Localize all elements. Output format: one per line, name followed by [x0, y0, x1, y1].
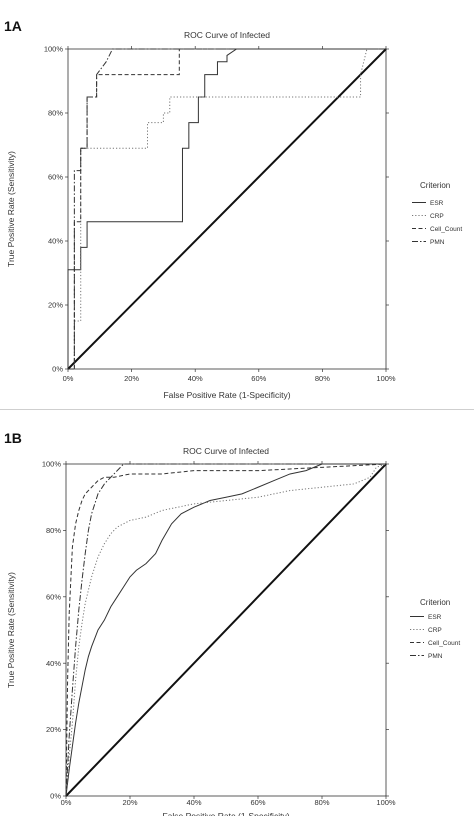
reference-diagonal-line: [65, 463, 387, 797]
legend-label: Cell_Count: [428, 640, 460, 647]
series-line-pmn: [68, 48, 386, 370]
panel-divider: [0, 409, 474, 410]
x-tick-label: 60%: [251, 374, 266, 383]
series-line-crp: [68, 48, 386, 370]
y-tick-label: 20%: [46, 725, 61, 734]
y-tick-label: 60%: [48, 173, 63, 182]
series-line-cell-count: [65, 463, 387, 797]
x-tick-label: 100%: [376, 374, 396, 383]
legend-title: Criterion: [420, 598, 450, 607]
y-tick-label: 40%: [48, 237, 63, 246]
roc-chart: ROC Curve of Infected 0% 20% 40% 60% 80% 100% 0…: [6, 446, 460, 821]
chart-title: ROC Curve of Infected: [184, 30, 270, 40]
legend-title: Criterion: [420, 181, 450, 190]
legend-label: CRP: [430, 213, 444, 220]
legend: Criterion ESR CRP Cell_Count PMN: [412, 181, 462, 246]
series-line-cell-count: [68, 48, 386, 370]
x-tick-label: 20%: [122, 798, 137, 807]
x-axis-label: False Positive Rate (1-Specificity): [163, 390, 290, 400]
x-tick-label: 40%: [186, 798, 201, 807]
x-tick-label: 0%: [63, 374, 74, 383]
x-tick-label: 100%: [376, 798, 396, 807]
legend-label: PMN: [428, 653, 443, 660]
x-tick-label: 0%: [61, 798, 72, 807]
y-tick-label: 80%: [48, 109, 63, 118]
legend-label: ESR: [428, 614, 442, 621]
legend: Criterion ESR CRP Cell_Count PMN: [410, 598, 460, 660]
legend-label: ESR: [430, 200, 444, 207]
y-axis-label: True Positive Rate (Sensitivity): [6, 572, 16, 688]
y-tick-label: 40%: [46, 659, 61, 668]
roc-chart: ROC Curve of Infected 0% 20% 40% 60% 80% 100% 0…: [6, 30, 462, 400]
plot-area-frame: [67, 48, 387, 370]
y-tick-label: 80%: [46, 526, 61, 535]
y-tick-label: 0%: [50, 792, 61, 801]
series-line-pmn: [65, 463, 386, 797]
x-tick-label: 20%: [124, 374, 139, 383]
y-tick-label: 0%: [52, 365, 63, 374]
y-tick-label: 20%: [48, 301, 63, 310]
x-tick-label: 80%: [315, 374, 330, 383]
panel-label: 1B: [4, 430, 22, 446]
y-axis-label: True Positive Rate (Sensitivity): [6, 151, 16, 267]
roc-panel-1b: 1B ROC Curve of Infected 0% 20% 40% 60% 80% 10…: [0, 412, 474, 821]
x-tick-label: 80%: [314, 798, 329, 807]
panel-label: 1A: [4, 18, 22, 34]
series-line-esr: [65, 463, 386, 797]
legend-label: PMN: [430, 239, 445, 246]
y-tick-label: 100%: [44, 45, 64, 54]
roc-panel-1a: 1A ROC Curve of Infected 0% 20% 40% 60% 80% 10…: [0, 0, 474, 408]
x-tick-label: 40%: [188, 374, 203, 383]
y-tick-label: 60%: [46, 592, 61, 601]
chart-title: ROC Curve of Infected: [183, 446, 269, 456]
series-line-esr: [67, 48, 386, 369]
x-axis-label: False Positive Rate (1-Specificity): [162, 811, 289, 816]
series-line-crp: [65, 463, 387, 797]
x-tick-label: 60%: [250, 798, 265, 807]
legend-label: Cell_Count: [430, 226, 462, 233]
y-tick-label: 100%: [42, 460, 62, 469]
legend-label: CRP: [428, 627, 442, 634]
reference-diagonal-line: [67, 48, 387, 370]
